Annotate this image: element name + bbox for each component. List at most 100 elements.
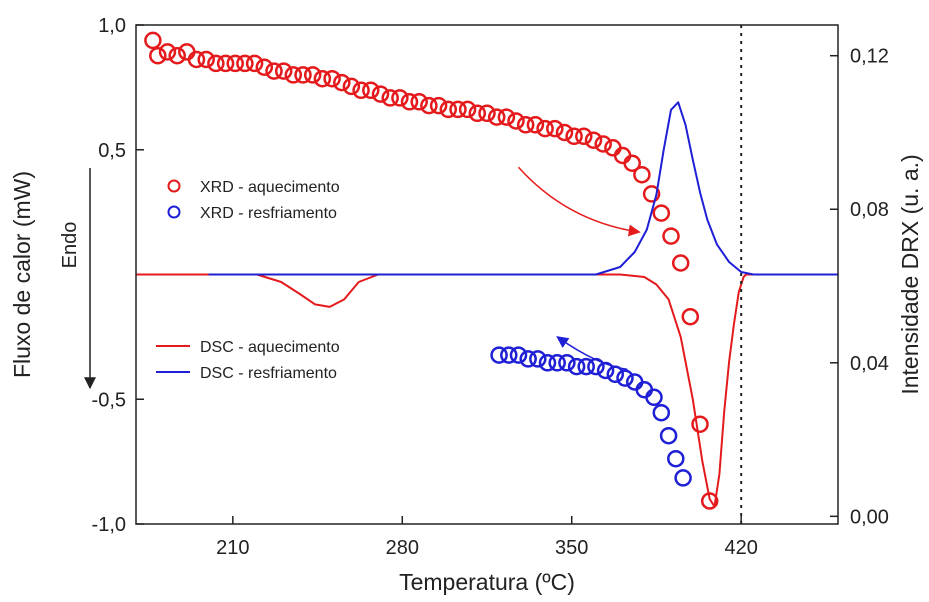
axis-ticks: 210 280 350 420 1,0 0,5 -0,5 -1,0 0,12 0,08 0,04 0,… [92, 15, 889, 559]
data-point [500, 346, 518, 364]
series-line [208, 101, 838, 276]
x-tick-label: 420 [724, 537, 757, 559]
data-point [526, 116, 545, 134]
legend-entry-label: DSC - resfriamento [200, 365, 337, 382]
data-point [577, 357, 595, 376]
data-point [410, 93, 428, 111]
legend-marker [167, 179, 181, 193]
plot-series [136, 31, 838, 510]
y-right-tick-label: 0,00 [850, 506, 889, 528]
data-point [362, 81, 380, 100]
legend-entry-label: XRD - resfriamento [200, 205, 337, 222]
data-point [487, 108, 506, 126]
y-right-tick-label: 0,04 [850, 353, 889, 375]
data-point [538, 354, 557, 372]
data-point [625, 373, 644, 391]
data-point [458, 100, 477, 119]
x-tick-label: 280 [386, 537, 419, 559]
data-point [681, 307, 700, 326]
data-point [507, 112, 525, 130]
data-point [606, 365, 625, 384]
data-point [144, 31, 162, 50]
data-point [671, 254, 690, 272]
data-point [439, 100, 458, 119]
data-point [245, 54, 264, 73]
y-axis-left-title: Fluxo de calor (mW) [9, 171, 35, 378]
data-point [255, 58, 274, 76]
endo-label: Endo [59, 222, 81, 269]
y-left-tick-label: -0,5 [92, 389, 126, 411]
data-point [519, 350, 537, 368]
data-point [659, 426, 678, 445]
data-point [284, 66, 303, 84]
data-point [323, 69, 341, 88]
data-point [400, 93, 419, 111]
plot-annotations [517, 166, 641, 371]
data-point [497, 108, 516, 126]
y-axis-right-title: Intensidade DRX (u. a.) [897, 154, 923, 394]
plot-frame [135, 24, 839, 525]
data-point [197, 50, 215, 69]
legend-entry-label: DSC - aquecimento [200, 339, 340, 356]
data-point [633, 165, 651, 184]
data-point [468, 104, 487, 123]
data-point [381, 89, 399, 107]
data-point [294, 66, 312, 84]
trend-arrow [556, 336, 628, 371]
data-point [478, 104, 496, 123]
data-point [623, 154, 641, 172]
data-point [352, 81, 370, 100]
data-point [700, 492, 719, 510]
data-point [674, 469, 692, 487]
data-point [158, 43, 177, 61]
data-point [449, 100, 467, 119]
data-point [236, 54, 254, 73]
data-point [216, 54, 235, 73]
data-point [652, 403, 671, 422]
data-point [187, 50, 206, 69]
data-point [342, 77, 361, 96]
data-point [391, 89, 409, 107]
legend-xrd: XRD - aquecimento XRD - resfriamento [167, 179, 340, 222]
data-point [149, 46, 167, 65]
data-point [642, 185, 661, 203]
data-point [604, 139, 622, 157]
legend-dsc: DSC - aquecimento DSC - resfriamento [156, 339, 340, 382]
x-tick-label: 350 [555, 537, 588, 559]
legend-entry-label: XRD - aquecimento [200, 179, 340, 196]
data-point [558, 354, 576, 372]
data-point [429, 96, 448, 115]
data-point [555, 123, 574, 142]
data-point [616, 369, 634, 387]
data-point [333, 73, 351, 92]
data-point [567, 357, 586, 376]
data-point [662, 227, 680, 245]
data-point [168, 46, 186, 65]
data-point [565, 127, 583, 146]
x-tick-label: 210 [216, 537, 249, 559]
trend-arrow [517, 166, 641, 237]
data-point [613, 146, 632, 165]
y-left-tick-label: 0,5 [98, 140, 126, 162]
data-point [516, 116, 535, 134]
y-left-tick-label: -1,0 [92, 514, 126, 536]
data-point [594, 135, 612, 153]
data-point [303, 66, 322, 84]
data-point [548, 354, 566, 372]
data-point [178, 43, 196, 61]
data-point [207, 54, 225, 73]
series-line [136, 273, 838, 508]
data-point [667, 449, 685, 468]
data-point [635, 380, 654, 399]
data-point [226, 54, 244, 73]
data-point [652, 204, 671, 222]
data-point [420, 96, 438, 115]
data-point [274, 62, 293, 80]
data-point [265, 62, 283, 80]
data-point [490, 346, 508, 364]
data-point [584, 131, 603, 149]
data-point [691, 415, 709, 433]
data-point [546, 119, 564, 138]
data-point [575, 127, 593, 146]
